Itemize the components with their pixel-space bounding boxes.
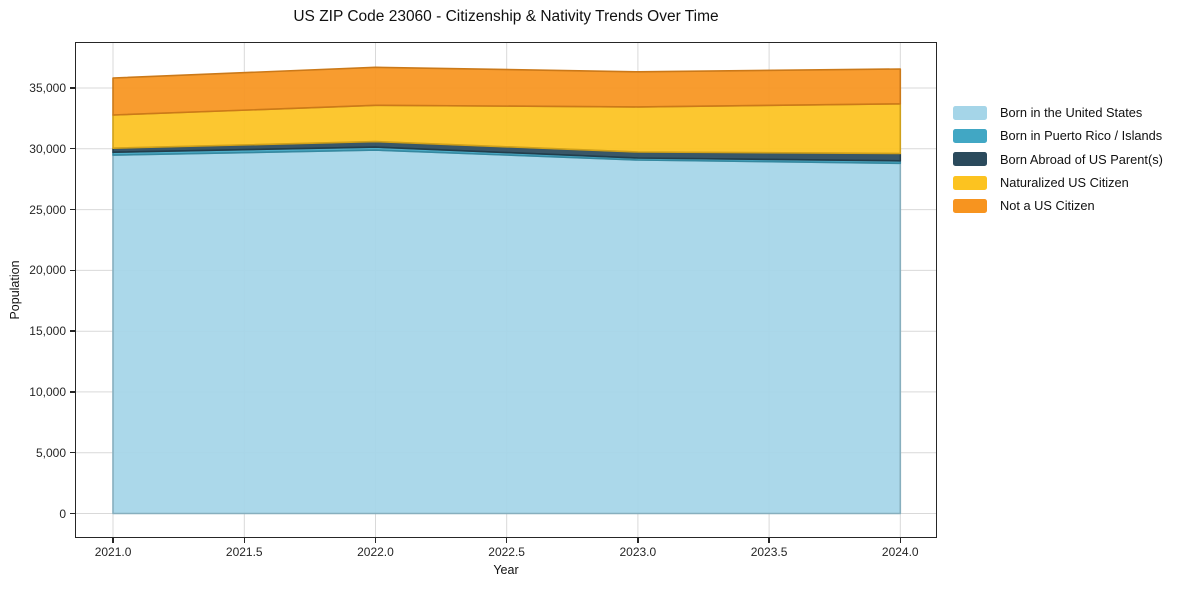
x-tick-mark	[899, 538, 901, 543]
legend-swatch	[953, 175, 987, 190]
x-tick-mark	[243, 538, 245, 543]
legend-item: Born in the United States	[953, 101, 1163, 124]
y-tick-label: 20,000	[29, 263, 66, 278]
legend-label: Not a US Citizen	[1000, 198, 1095, 214]
y-tick-label: 5,000	[35, 445, 66, 460]
area-series	[112, 149, 902, 515]
x-tick-mark	[374, 538, 377, 543]
y-tick-label: 0	[59, 506, 66, 521]
y-tick-mark	[70, 208, 75, 211]
x-tick-label: 2022.0	[357, 545, 394, 559]
x-tick-mark	[505, 538, 508, 543]
x-tick-label: 2021.5	[225, 545, 263, 559]
y-tick-label: 35,000	[29, 81, 66, 95]
x-axis-label: Year	[493, 563, 519, 577]
x-tick-mark	[112, 538, 114, 543]
chart-title: US ZIP Code 23060 - Citizenship & Nativi…	[293, 8, 719, 25]
y-tick-mark	[70, 87, 75, 89]
y-tick-mark	[70, 269, 75, 272]
legend-swatch	[953, 128, 987, 143]
legend-swatch	[953, 105, 987, 120]
legend-item: Born Abroad of US Parent(s)	[953, 148, 1163, 171]
x-tick-label: 2022.5	[488, 545, 525, 559]
y-tick-mark	[70, 391, 75, 393]
legend-label: Born in the United States	[1000, 105, 1143, 121]
legend-label: Born in Puerto Rico / Islands	[1000, 128, 1163, 144]
area-series	[112, 66, 902, 116]
x-tick-label: 2023.5	[750, 545, 788, 559]
x-tick-label: 2024.0	[881, 545, 919, 559]
legend-swatch	[953, 198, 987, 213]
y-tick-mark	[70, 452, 75, 454]
x-tick-mark	[768, 538, 770, 543]
x-tick-label: 2021.0	[94, 545, 132, 559]
y-tick-mark	[70, 148, 75, 150]
y-tick-mark	[70, 330, 75, 332]
legend-item: Not a US Citizen	[953, 194, 1163, 217]
y-tick-label: 25,000	[29, 202, 66, 217]
legend-label: Naturalized US Citizen	[1000, 175, 1129, 191]
legend-item: Born in Puerto Rico / Islands	[953, 124, 1163, 147]
legend: Born in the United States Born in Puerto …	[953, 101, 1163, 217]
x-tick-label: 2023.0	[619, 545, 657, 559]
legend-swatch	[953, 152, 987, 167]
y-tick-label: 30,000	[29, 141, 66, 156]
x-tick-mark	[637, 538, 639, 543]
legend-item: Naturalized US Citizen	[953, 171, 1163, 194]
y-tick-label: 10,000	[29, 384, 66, 399]
stacked-area-plot	[75, 42, 937, 538]
legend-label: Born Abroad of US Parent(s)	[1000, 151, 1163, 167]
y-tick-label: 15,000	[29, 324, 66, 339]
y-axis-label: Population	[8, 260, 22, 320]
y-tick-mark	[70, 512, 75, 515]
